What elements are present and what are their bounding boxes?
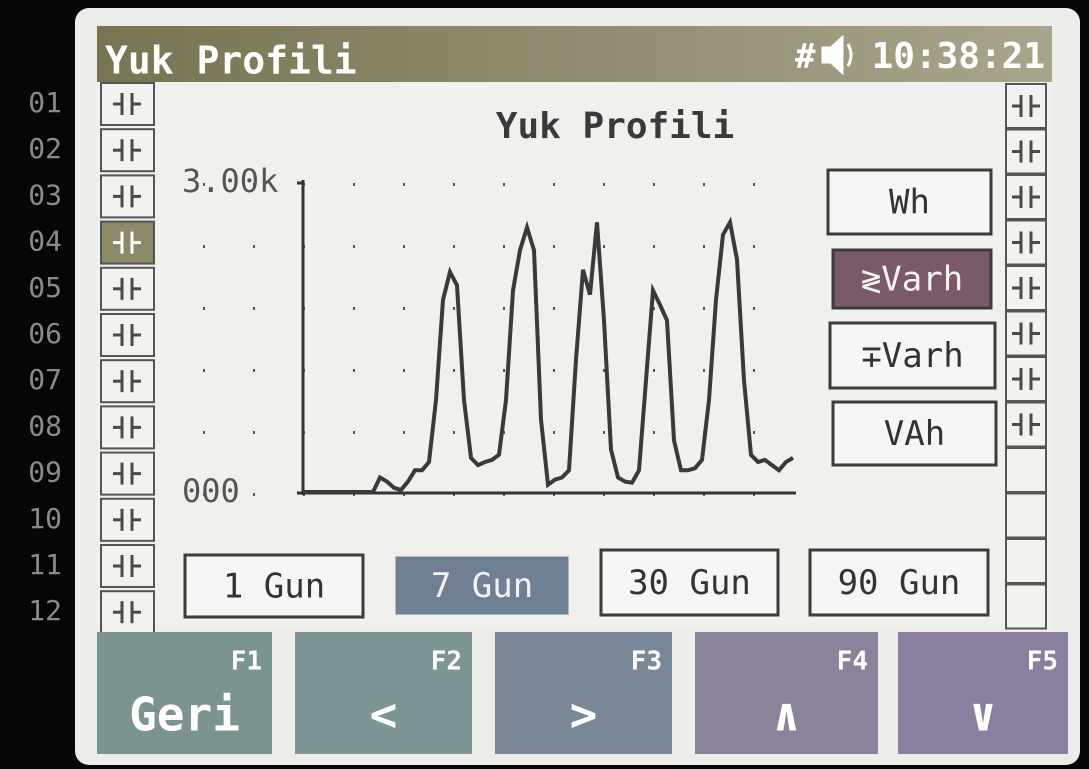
function-key-label: > bbox=[570, 688, 598, 742]
function-key-id: F5 bbox=[1027, 647, 1058, 677]
device-screen: Yuk Profili # 10:38:21 Yuk Profili 01 02 0… bbox=[0, 0, 1089, 769]
side-cell bbox=[1006, 539, 1046, 583]
channel-cell[interactable] bbox=[101, 83, 154, 125]
channel-cell[interactable] bbox=[101, 175, 154, 217]
y-tick-label: 000 bbox=[182, 472, 240, 510]
clock: 10:38:21 bbox=[872, 36, 1045, 77]
row-label: 06 bbox=[28, 317, 62, 350]
unit-button-label: ∓Varh bbox=[861, 336, 963, 376]
row-label: 11 bbox=[28, 548, 62, 581]
function-key-label: ∨ bbox=[969, 688, 997, 742]
row-label: 03 bbox=[28, 178, 62, 211]
unit-button-label: VAh bbox=[884, 414, 945, 454]
channel-cell[interactable] bbox=[101, 129, 154, 171]
period-button-label: 90 Gun bbox=[838, 563, 961, 603]
side-cell bbox=[1006, 585, 1046, 629]
row-label: 01 bbox=[28, 86, 62, 119]
period-button-label: 7 Gun bbox=[431, 566, 533, 606]
function-key-label: Geri bbox=[129, 688, 240, 742]
function-key-id: F4 bbox=[837, 647, 868, 677]
row-label: 10 bbox=[28, 502, 62, 535]
function-key-id: F1 bbox=[231, 647, 262, 677]
row-label: 09 bbox=[28, 456, 62, 489]
channel-cell[interactable] bbox=[101, 545, 154, 587]
unit-button-label: Wh bbox=[889, 183, 930, 223]
function-key-label: < bbox=[370, 688, 398, 742]
row-label: 02 bbox=[28, 132, 62, 165]
period-button-label: 30 Gun bbox=[628, 563, 751, 603]
channel-cell[interactable] bbox=[101, 499, 154, 541]
period-button-label: 1 Gun bbox=[223, 567, 325, 607]
side-cell bbox=[1006, 494, 1046, 538]
row-label: 07 bbox=[28, 363, 62, 396]
channel-cell[interactable] bbox=[101, 406, 154, 448]
side-cell bbox=[1006, 448, 1046, 492]
row-label: 08 bbox=[28, 409, 62, 442]
y-tick-label: 3.00k bbox=[182, 162, 278, 200]
row-label: 05 bbox=[28, 271, 62, 304]
channel-cell[interactable] bbox=[101, 591, 154, 633]
row-label: 12 bbox=[28, 594, 62, 627]
row-label: 04 bbox=[28, 225, 62, 258]
function-key-id: F3 bbox=[631, 647, 662, 677]
unit-button-label: ≷Varh bbox=[861, 260, 963, 300]
function-key-label: ∧ bbox=[773, 688, 801, 742]
header-title: Yuk Profili bbox=[105, 39, 357, 83]
channel-cell[interactable] bbox=[101, 360, 154, 402]
channel-cell[interactable] bbox=[101, 222, 154, 264]
channel-cell[interactable] bbox=[101, 453, 154, 495]
channel-cell[interactable] bbox=[101, 314, 154, 356]
status-icon: # bbox=[795, 37, 816, 77]
channel-cell[interactable] bbox=[101, 268, 154, 310]
function-key-id: F2 bbox=[431, 647, 462, 677]
chart-title: Yuk Profili bbox=[496, 106, 734, 147]
